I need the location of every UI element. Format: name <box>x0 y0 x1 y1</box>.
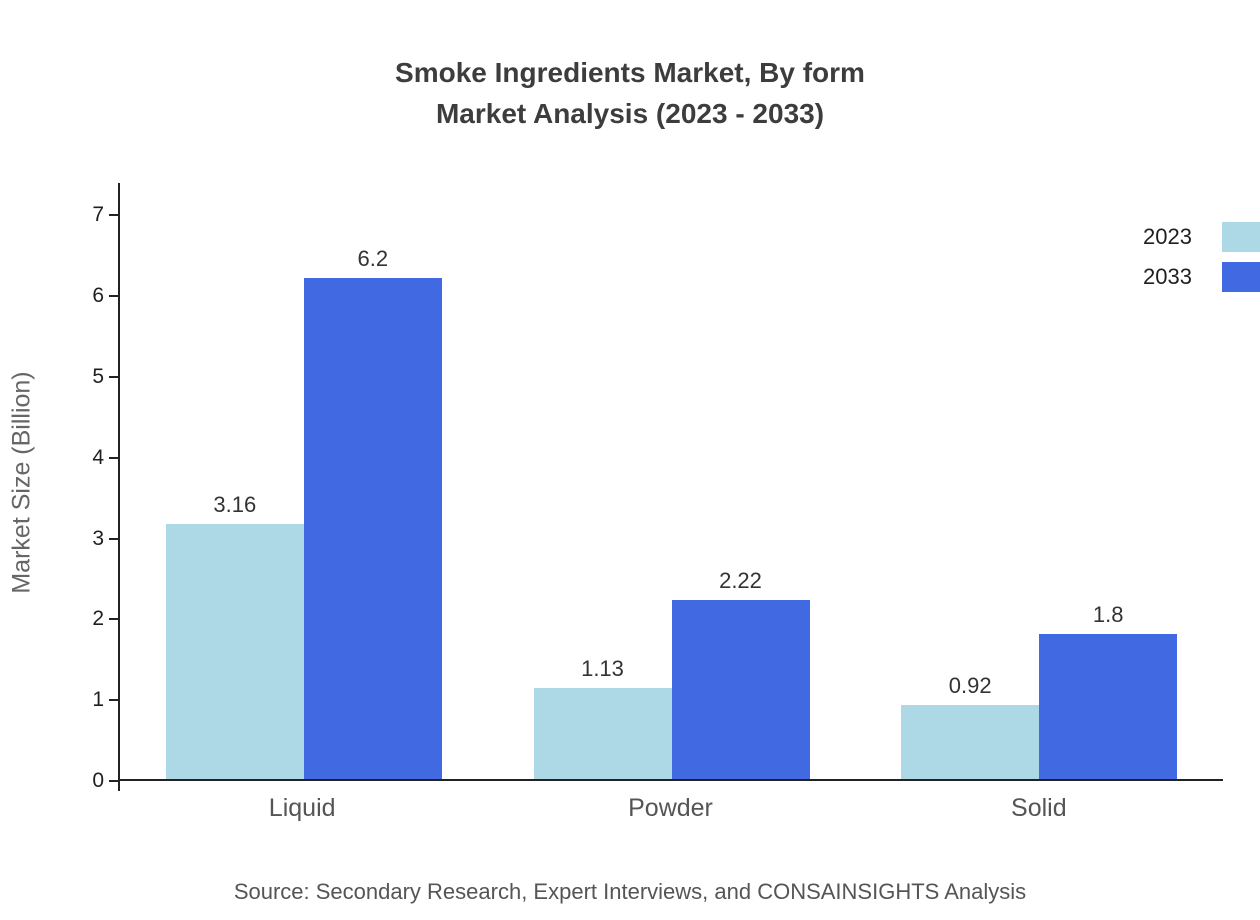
y-tick-mark <box>109 618 118 621</box>
source-note: Source: Secondary Research, Expert Inter… <box>233 879 1027 904</box>
chart-title-line2: Market Analysis (2023 - 2033) <box>435 98 825 129</box>
y-tick-label: 2 <box>92 607 104 631</box>
legend-swatch-2023 <box>1222 222 1260 252</box>
x-label-solid: Solid <box>1011 794 1067 822</box>
bar-2033-solid: 1.8 <box>1039 602 1178 779</box>
y-tick-label: 1 <box>92 688 104 712</box>
y-tick-label: 4 <box>92 445 104 469</box>
bar-2023-liquid: 3.16 <box>165 492 304 779</box>
y-tick-mark <box>109 456 118 459</box>
legend-item-2033: 2033 <box>1143 262 1260 292</box>
legend-item-2023: 2023 <box>1143 222 1260 252</box>
y-tick-mark <box>109 214 118 217</box>
y-tick-mark <box>109 780 118 782</box>
chart-title: Smoke Ingredients Market, By form Market… <box>0 52 1260 134</box>
y-tick-label: 7 <box>92 203 104 227</box>
bar-2033-liquid: 6.2 <box>303 246 442 779</box>
y-axis-line-extension <box>118 779 120 791</box>
bar-2023-powder: 1.13 <box>533 656 672 779</box>
bar-value-label: 2.22 <box>719 567 762 593</box>
bar-value-label: 1.13 <box>581 655 624 681</box>
y-tick-mark <box>109 537 118 540</box>
y-axis-title: Market Size (Billion) <box>7 371 36 594</box>
bar-groups: 3.16 6.2 1.13 2.22 0.92 1.8 <box>120 183 1223 779</box>
y-tick-label: 3 <box>92 526 104 550</box>
bar-2033-powder: 2.22 <box>671 568 810 779</box>
y-tick-mark <box>109 295 118 298</box>
legend-swatch-2033 <box>1222 262 1260 292</box>
y-tick-label: 0 <box>92 769 104 792</box>
bar-value-label: 0.92 <box>948 672 992 698</box>
chart-title-line1: Smoke Ingredients Market, By form <box>395 57 865 88</box>
plot-area: 0 1 2 3 4 5 6 7 3.16 6.2 1.13 2.22 0.92 1.8 <box>92 183 1223 792</box>
bar-group-solid: 0.92 1.8 <box>855 602 1223 779</box>
legend: 2023 2033 <box>1143 222 1260 292</box>
y-tick-mark <box>109 375 118 378</box>
legend-label-2033: 2033 <box>1143 264 1192 289</box>
bar-value-label: 1.8 <box>1092 601 1124 627</box>
bar-group-liquid: 3.16 6.2 <box>120 246 488 779</box>
bar-value-label: 3.16 <box>213 491 257 517</box>
legend-label-2023: 2023 <box>1143 224 1192 249</box>
y-tick-label: 5 <box>92 364 104 388</box>
bar-2023-solid: 0.92 <box>901 673 1040 779</box>
x-label-liquid: Liquid <box>268 794 336 822</box>
y-tick-mark <box>109 699 118 702</box>
bar-group-powder: 1.13 2.22 <box>488 568 856 779</box>
x-axis-category-labels: Liquid Powder Solid <box>118 794 1223 823</box>
bar-value-label: 6.2 <box>357 245 389 271</box>
x-label-powder: Powder <box>628 794 713 822</box>
y-tick-label: 6 <box>92 284 104 308</box>
